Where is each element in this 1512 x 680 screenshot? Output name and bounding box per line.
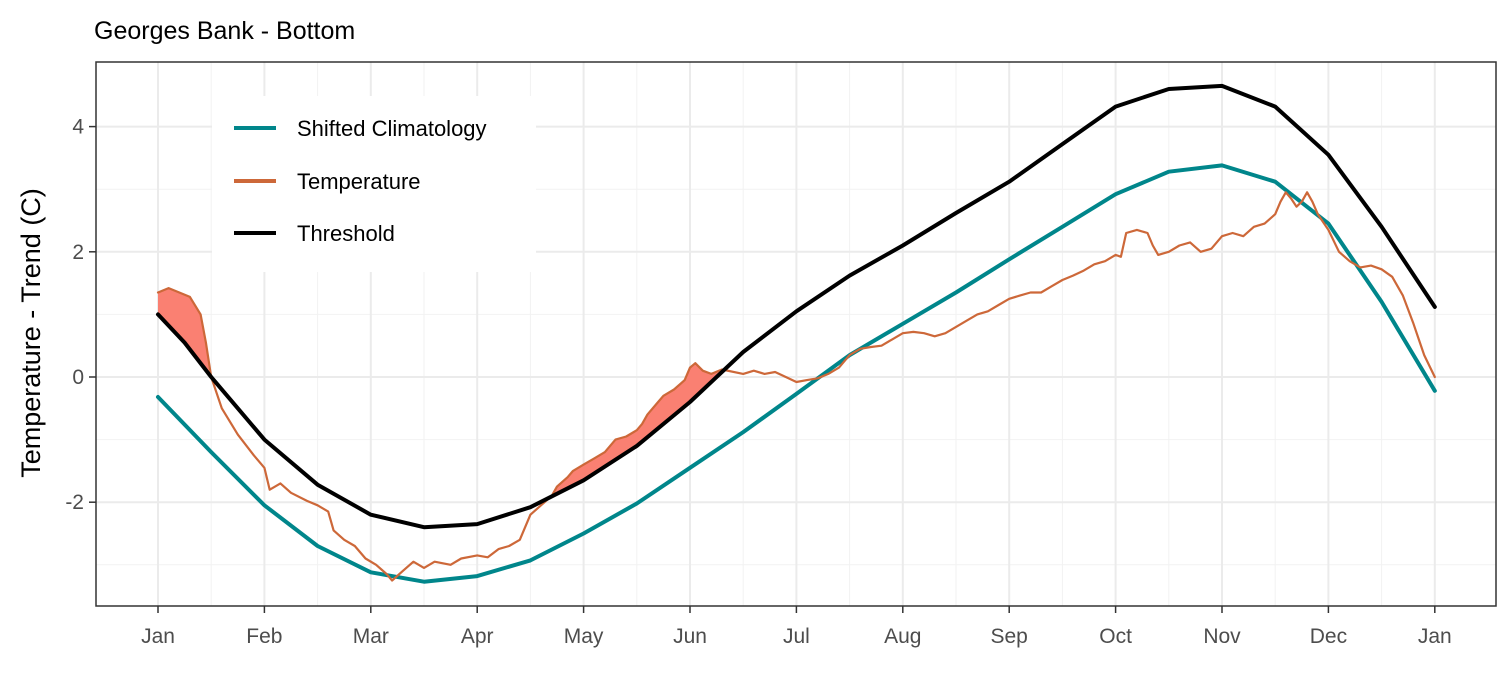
- x-tick-label: Mar: [353, 625, 389, 648]
- y-tick-label: -2: [65, 491, 84, 514]
- x-tick-label: Dec: [1310, 625, 1347, 648]
- x-tick-label: Apr: [461, 625, 494, 648]
- x-tick-label: Aug: [884, 625, 921, 648]
- legend-label-temperature: Temperature: [297, 169, 421, 194]
- legend: Shifted Climatology Temperature Threshol…: [212, 96, 536, 272]
- series-line-temperature: [156, 191, 1436, 582]
- major-grid: [96, 62, 1496, 606]
- exceedance-fill: [158, 288, 210, 375]
- x-tick-label: Nov: [1203, 625, 1241, 648]
- y-tick-label: 0: [72, 366, 84, 389]
- exceedance-area: [158, 288, 724, 497]
- y-axis: -2 0 2 4: [65, 116, 96, 514]
- x-tick-label: Feb: [246, 625, 282, 648]
- series-line-shifted-climatology: [156, 163, 1437, 584]
- x-tick-label: Sep: [991, 625, 1028, 648]
- legend-background: [212, 96, 536, 272]
- series-line-threshold: [156, 83, 1437, 530]
- legend-label-threshold: Threshold: [297, 221, 395, 246]
- chart-title: Georges Bank - Bottom: [94, 17, 355, 45]
- x-tick-label: Jul: [783, 625, 810, 648]
- x-tick-label: Jan: [1418, 625, 1452, 648]
- x-tick-label: Jan: [141, 625, 175, 648]
- y-tick-label: 2: [72, 241, 84, 264]
- x-tick-label: Jun: [673, 625, 707, 648]
- y-axis-label: Temperature - Trend (C): [16, 188, 46, 478]
- legend-label-shifted-climatology: Shifted Climatology: [297, 116, 487, 141]
- x-axis: Jan Feb Mar Apr May Jun Jul Aug Sep Oct Nov Dec Jan: [141, 606, 1452, 648]
- y-tick-label: 4: [72, 116, 84, 139]
- x-tick-label: May: [564, 625, 604, 648]
- x-tick-label: Oct: [1099, 625, 1132, 648]
- series-lines: [156, 83, 1437, 584]
